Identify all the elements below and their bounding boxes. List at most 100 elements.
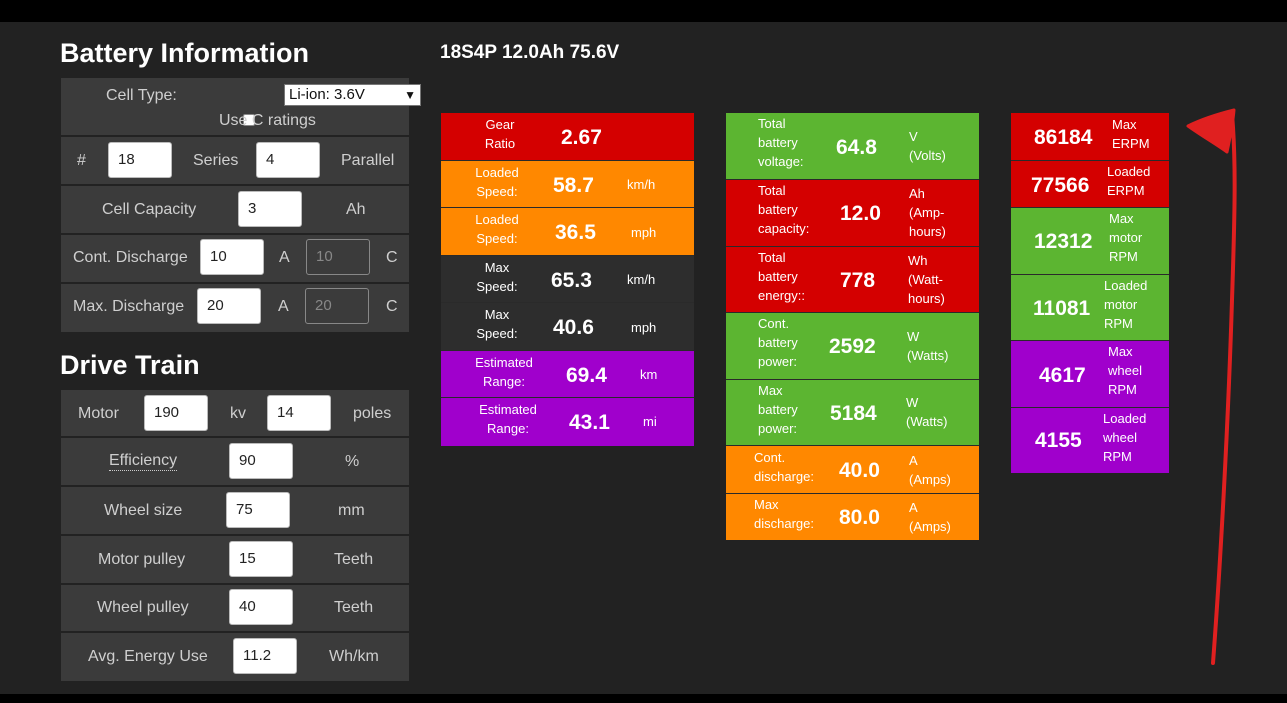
efficiency-input[interactable]: 90: [229, 443, 293, 479]
max-discharge-c-input[interactable]: 20: [305, 288, 369, 324]
result-label: Total battery energy::: [758, 250, 805, 303]
result-value: 86184: [1034, 126, 1093, 149]
result-unit: Wh (Watt-hours): [908, 253, 945, 306]
wheel-size-input[interactable]: 75: [226, 492, 290, 528]
result-value: 4617: [1039, 364, 1086, 387]
arrow-shaft: [1211, 112, 1237, 665]
energy-use-input[interactable]: 11.2: [233, 638, 297, 674]
kv-unit: kv: [230, 405, 246, 422]
result-unit: mi: [643, 414, 657, 429]
rpm-results: 86184 Max ERPM 77566 Loaded ERPM 12312 Max…: [1011, 113, 1169, 473]
efficiency-unit: %: [345, 453, 360, 470]
motor-pulley-unit: Teeth: [334, 551, 374, 568]
result-label: Loaded Speed:: [475, 165, 519, 199]
est-range-km-cell: Estimated Range: 69.4 km: [441, 351, 694, 398]
cell-type-value: Li-ion: 3.6V: [289, 86, 365, 103]
result-unit: A (Amps): [909, 500, 951, 534]
result-label: Estimated Range:: [475, 355, 533, 389]
cont-discharge-input[interactable]: 10: [200, 239, 264, 275]
cell-type-label: Cell Type:: [106, 87, 177, 104]
result-unit: mph: [631, 320, 657, 335]
battery-table: Cell Type: Li-ion: 3.6V ▼ Use C ratings #…: [61, 78, 421, 332]
energy-use-unit: Wh/km: [329, 648, 379, 665]
wheel-size-label: Wheel size: [104, 502, 183, 519]
result-label: Loaded ERPM: [1107, 164, 1151, 198]
use-c-ratings-label: Use C ratings: [219, 112, 316, 129]
result-label: Gear Ratio: [484, 117, 516, 151]
est-range-mi-cell: Estimated Range: 43.1 mi: [441, 398, 694, 446]
series-parallel-row: # 18 Series 4 Parallel: [61, 137, 409, 186]
result-value: 2592: [829, 335, 876, 358]
result-label: Total battery capacity:: [758, 183, 810, 236]
poles-input[interactable]: 14: [267, 395, 331, 431]
motor-pulley-label: Motor pulley: [98, 551, 186, 568]
result-unit: A (Amps): [909, 453, 951, 487]
result-unit: mph: [631, 225, 657, 240]
result-unit: km/h: [627, 177, 656, 192]
wheel-pulley-input[interactable]: 40: [229, 589, 293, 625]
total-energy-cell: Total battery energy:: 778 Wh (Watt-hours): [726, 247, 979, 313]
cell-capacity-input[interactable]: 3: [238, 191, 302, 227]
total-capacity-cell: Total battery capacity: 12.0 Ah (Amp-hours): [726, 180, 979, 247]
max-discharge-unit-c: C: [386, 298, 398, 315]
result-value: 5184: [830, 402, 877, 425]
max-wheel-rpm-cell: 4617 Max wheel RPM: [1011, 341, 1169, 408]
result-label: Max ERPM: [1112, 117, 1150, 151]
cell-type-select[interactable]: Li-ion: 3.6V ▼: [284, 84, 421, 106]
result-label: Max Speed:: [476, 260, 518, 294]
result-label: Total battery voltage:: [758, 116, 804, 169]
battery-info-heading: Battery Information: [60, 38, 310, 68]
wheel-size-row: Wheel size 75 mm: [61, 487, 409, 536]
loaded-wheel-rpm-cell: 4155 Loaded wheel RPM: [1011, 408, 1169, 473]
max-discharge-input[interactable]: 20: [197, 288, 261, 324]
cell-capacity-row: Cell Capacity 3 Ah: [61, 186, 409, 235]
battery-results: Total battery voltage: 64.8 V (Volts) Total…: [726, 113, 979, 540]
series-input[interactable]: 18: [108, 142, 172, 178]
result-value: 69.4: [566, 364, 607, 387]
cell-type-row: Cell Type: Li-ion: 3.6V ▼ Use C ratings: [61, 78, 421, 137]
result-unit: W (Watts): [907, 329, 949, 363]
efficiency-row: Efficiency 90 %: [61, 438, 409, 487]
result-value: 12312: [1034, 230, 1093, 253]
result-label: Loaded Speed:: [475, 212, 519, 246]
max-power-cell: Max battery power: 5184 W (Watts): [726, 380, 979, 446]
max-discharge-label: Max. Discharge: [73, 298, 185, 315]
kv-input[interactable]: 190: [144, 395, 208, 431]
result-value: 80.0: [839, 506, 880, 529]
max-speed-kmh-cell: Max Speed: 65.3 km/h: [441, 256, 694, 303]
wheel-pulley-row: Wheel pulley 40 Teeth: [61, 585, 409, 633]
max-motor-rpm-cell: 12312 Max motor RPM: [1011, 208, 1169, 275]
drive-table: Motor 190 kv 14 poles Efficiency 90 % Wh…: [61, 390, 409, 681]
result-value: 58.7: [553, 174, 594, 197]
result-value: 778: [840, 269, 876, 292]
result-label: Max wheel RPM: [1108, 344, 1142, 397]
cont-discharge-c-input[interactable]: 10: [306, 239, 370, 275]
motor-pulley-input[interactable]: 15: [229, 541, 293, 577]
result-label: Max motor RPM: [1109, 211, 1143, 264]
max-discharge-unit-a: A: [278, 298, 289, 315]
loaded-speed-mph-cell: Loaded Speed: 36.5 mph: [441, 208, 694, 256]
result-label: Estimated Range:: [479, 402, 537, 436]
result-value: 64.8: [836, 136, 877, 159]
hash-label: #: [77, 152, 86, 169]
cont-discharge-unit-a: A: [279, 249, 290, 266]
loaded-erpm-cell: 77566 Loaded ERPM: [1011, 161, 1169, 208]
use-c-ratings-checkbox[interactable]: [243, 114, 255, 126]
series-label: Series: [193, 152, 239, 169]
result-value: 77566: [1031, 174, 1090, 197]
loaded-speed-kmh-cell: Loaded Speed: 58.7 km/h: [441, 161, 694, 208]
motor-pulley-row: Motor pulley 15 Teeth: [61, 536, 409, 585]
cont-discharge-unit-c: C: [386, 249, 398, 266]
result-label: Cont. battery power:: [758, 316, 798, 369]
parallel-input[interactable]: 4: [256, 142, 320, 178]
speed-results: Gear Ratio 2.67 Loaded Speed: 58.7 km/h Lo…: [441, 113, 694, 446]
cell-capacity-unit: Ah: [346, 201, 366, 218]
max-speed-mph-cell: Max Speed: 40.6 mph: [441, 303, 694, 351]
cont-discharge-label: Cont. Discharge: [73, 249, 188, 266]
result-unit: V (Volts): [909, 129, 946, 163]
motor-label: Motor: [78, 405, 119, 422]
result-value: 65.3: [551, 269, 592, 292]
energy-use-row: Avg. Energy Use 11.2 Wh/km: [61, 633, 409, 681]
efficiency-label[interactable]: Efficiency: [109, 452, 178, 471]
red-arrow-annotation: [1186, 108, 1237, 665]
